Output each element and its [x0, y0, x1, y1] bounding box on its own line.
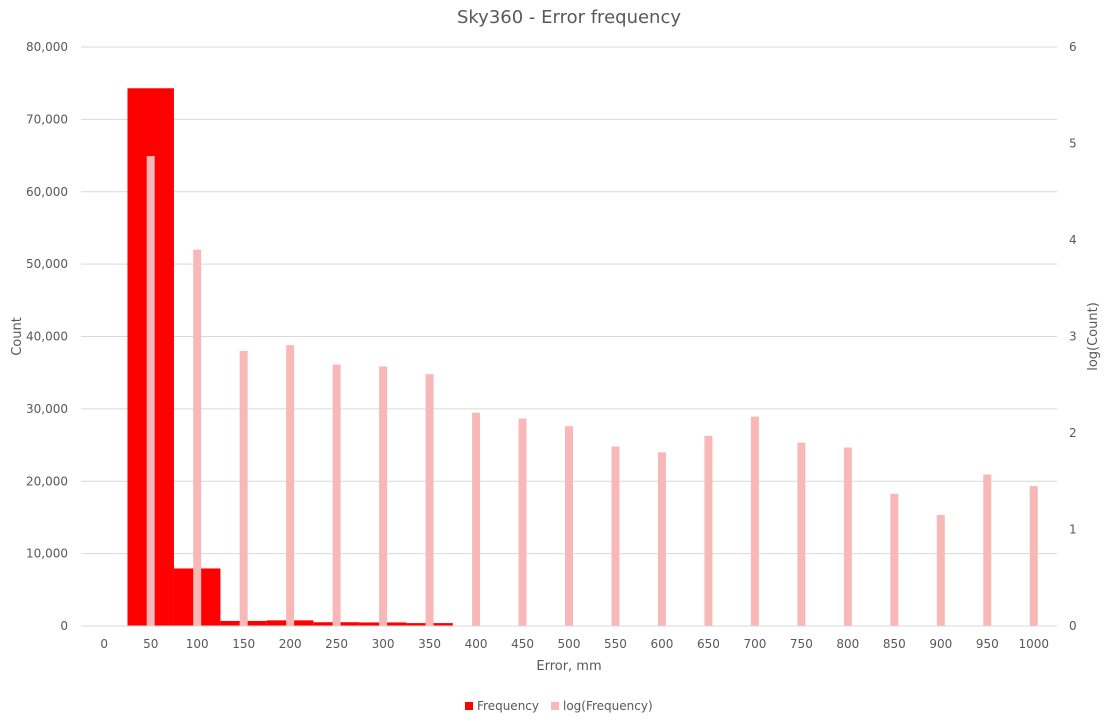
- x-tick-label: 200: [279, 637, 302, 651]
- x-tick-label: 900: [929, 637, 952, 651]
- log-frequency-bar: [936, 515, 945, 626]
- y-tick-label: 10,000: [26, 547, 68, 561]
- x-tick-label: 950: [976, 637, 999, 651]
- log-frequency-bar: [565, 426, 573, 626]
- log-frequency-bar: [193, 249, 202, 626]
- log-frequency-bar: [750, 416, 759, 626]
- log-frequency-series: [146, 156, 1038, 627]
- x-tick-label: 400: [465, 637, 488, 651]
- log-frequency-bar: [239, 350, 248, 626]
- log-frequency-bar: [286, 345, 295, 626]
- x-tick-label: 350: [418, 637, 441, 651]
- x-tick-label: 300: [372, 637, 395, 651]
- log-frequency-bar: [518, 418, 527, 626]
- log-frequency-bar: [1029, 486, 1038, 626]
- log-frequency-bar: [704, 435, 713, 626]
- y2-tick-label: 5: [1069, 137, 1077, 151]
- legend-label: Frequency: [477, 699, 539, 713]
- y2-tick-label: 3: [1069, 330, 1077, 344]
- legend-label: log(Frequency): [563, 699, 653, 713]
- x-tick-label: 500: [558, 637, 581, 651]
- x-tick-label: 150: [232, 637, 255, 651]
- y-tick-label: 80,000: [26, 40, 68, 54]
- y-tick-label: 40,000: [26, 330, 68, 344]
- log-frequency-bar: [332, 364, 341, 626]
- x-tick-label: 250: [325, 637, 348, 651]
- log-frequency-bar: [843, 447, 852, 626]
- x-tick-label: 650: [697, 637, 720, 651]
- chart-title: Sky360 - Error frequency: [457, 7, 681, 28]
- y-tick-label: 60,000: [26, 185, 68, 199]
- x-tick-label: 750: [790, 637, 813, 651]
- x-tick-label: 800: [836, 637, 859, 651]
- log-frequency-bar: [472, 412, 481, 626]
- y-tick-label: 70,000: [26, 112, 68, 126]
- x-tick-label: 850: [883, 637, 906, 651]
- x-tick-label: 100: [186, 637, 209, 651]
- y2-tick-label: 0: [1069, 619, 1077, 633]
- y2-tick-label: 4: [1069, 233, 1077, 247]
- axes: 0 10,000 20,000 30,000 40,000 50,000 60,000 70,…: [26, 40, 1077, 651]
- legend: Frequency log(Frequency): [465, 699, 653, 713]
- log-frequency-bar: [146, 156, 155, 627]
- log-frequency-bar: [797, 442, 806, 626]
- x-tick-label: 600: [650, 637, 673, 651]
- log-frequency-bar: [425, 374, 434, 626]
- y-axis-label: Count: [10, 317, 25, 356]
- y-tick-label: 30,000: [26, 402, 68, 416]
- x-axis-label: Error, mm: [536, 659, 601, 674]
- x-tick-label: 450: [511, 637, 534, 651]
- log-frequency-bar: [890, 493, 899, 626]
- y2-tick-label: 2: [1069, 426, 1077, 440]
- y2-axis-label: log(Count): [1086, 302, 1101, 371]
- y2-tick-label: 1: [1069, 523, 1077, 537]
- x-tick-label: 550: [604, 637, 627, 651]
- log-frequency-bar: [657, 452, 666, 626]
- x-tick-label: 0: [100, 637, 108, 651]
- y-tick-label: 50,000: [26, 257, 68, 271]
- x-tick-label: 50: [143, 637, 158, 651]
- legend-swatch: [551, 702, 559, 710]
- log-frequency-bar: [983, 474, 992, 626]
- log-frequency-bar: [379, 366, 388, 626]
- y-tick-label: 20,000: [26, 474, 68, 488]
- x-tick-label: 1000: [1018, 637, 1049, 651]
- y-tick-label: 0: [60, 619, 68, 633]
- x-tick-label: 700: [743, 637, 766, 651]
- y2-tick-label: 6: [1069, 40, 1077, 54]
- log-frequency-bar: [611, 446, 620, 626]
- legend-swatch: [465, 702, 473, 710]
